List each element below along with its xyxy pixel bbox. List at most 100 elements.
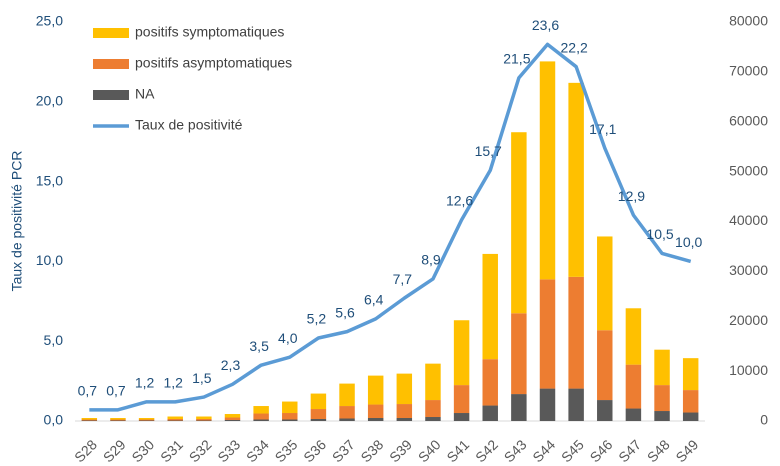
bar bbox=[282, 413, 298, 420]
legend-label: NA bbox=[135, 86, 155, 102]
data-label: 15,7 bbox=[475, 143, 502, 159]
x-tick-label: S45 bbox=[558, 436, 587, 465]
bar bbox=[682, 412, 699, 421]
bar bbox=[568, 388, 584, 421]
bar bbox=[482, 359, 498, 406]
x-tick-label: S44 bbox=[529, 436, 558, 465]
x-tick-label: S36 bbox=[300, 436, 329, 465]
x-tick-label: S30 bbox=[128, 436, 157, 465]
bar bbox=[453, 413, 470, 421]
bar bbox=[81, 418, 98, 420]
bar bbox=[511, 313, 527, 395]
data-label: 3,5 bbox=[249, 338, 269, 354]
bar bbox=[253, 406, 269, 414]
bar bbox=[282, 419, 298, 421]
data-label: 4,0 bbox=[278, 330, 298, 346]
bar bbox=[138, 419, 155, 421]
data-label: 0,7 bbox=[78, 383, 98, 399]
x-tick-label: S33 bbox=[214, 436, 243, 465]
bar bbox=[625, 364, 642, 409]
bar bbox=[367, 375, 384, 405]
data-label: 5,2 bbox=[307, 311, 327, 327]
legend-swatch bbox=[93, 28, 129, 38]
data-label: 5,6 bbox=[335, 304, 355, 320]
x-tick-label: S41 bbox=[443, 436, 472, 465]
x-tick-label: S32 bbox=[186, 436, 215, 465]
data-label: 23,6 bbox=[532, 17, 559, 33]
data-label: 7,7 bbox=[393, 271, 413, 287]
bar bbox=[138, 418, 155, 420]
bar bbox=[196, 419, 212, 421]
bar bbox=[167, 416, 183, 420]
bar bbox=[625, 408, 642, 421]
bar bbox=[110, 419, 126, 421]
y-tick-label: 25,0 bbox=[36, 13, 63, 29]
x-tick-label: S34 bbox=[243, 436, 272, 465]
bar bbox=[253, 413, 269, 420]
data-label: 21,5 bbox=[503, 51, 530, 67]
bar bbox=[453, 320, 470, 386]
x-tick-label: S46 bbox=[587, 436, 616, 465]
bar bbox=[597, 236, 613, 331]
bar bbox=[654, 411, 670, 421]
y-tick-label: 5,0 bbox=[44, 332, 64, 348]
y2-tick-label: 50000 bbox=[729, 162, 768, 178]
bar bbox=[625, 308, 642, 365]
y2-tick-label: 30000 bbox=[729, 262, 768, 278]
y-tick-label: 15,0 bbox=[36, 172, 63, 188]
data-label: 22,2 bbox=[561, 39, 588, 55]
y2-tick-label: 60000 bbox=[729, 112, 768, 128]
y-axis-label: Taux de positivité PCR bbox=[9, 151, 25, 292]
x-tick-label: S28 bbox=[71, 436, 100, 465]
bar bbox=[224, 414, 241, 418]
bar bbox=[425, 417, 441, 421]
legend-label: positifs asymptomatiques bbox=[135, 55, 292, 71]
x-tick-label: S29 bbox=[100, 436, 129, 465]
y2-tick-label: 80000 bbox=[729, 13, 768, 29]
data-label: 1,2 bbox=[163, 375, 183, 391]
data-label: 12,6 bbox=[446, 193, 473, 209]
bar bbox=[482, 253, 498, 360]
data-label: 10,5 bbox=[646, 226, 673, 242]
y2-tick-label: 0 bbox=[760, 412, 768, 428]
x-tick-label: S35 bbox=[272, 436, 301, 465]
data-label: 10,0 bbox=[675, 234, 702, 250]
bar bbox=[310, 419, 327, 421]
legend-label: positifs symptomatiques bbox=[135, 24, 284, 40]
data-label: 1,2 bbox=[135, 375, 155, 391]
bar bbox=[511, 394, 527, 421]
x-tick-label: S42 bbox=[472, 436, 501, 465]
bar bbox=[511, 132, 527, 314]
bar bbox=[597, 330, 613, 401]
bar bbox=[568, 82, 584, 277]
data-label: 8,9 bbox=[421, 252, 441, 268]
x-tick-label: S38 bbox=[357, 436, 386, 465]
legend-swatch bbox=[93, 90, 129, 100]
data-label: 2,3 bbox=[221, 357, 241, 373]
bar bbox=[110, 418, 126, 420]
bar bbox=[539, 61, 556, 280]
y2-tick-label: 20000 bbox=[729, 312, 768, 328]
bar bbox=[396, 373, 413, 405]
data-label: 12,9 bbox=[618, 188, 645, 204]
x-tick-label: S37 bbox=[329, 436, 358, 465]
y-tick-label: 0,0 bbox=[44, 412, 64, 428]
x-tick-label: S49 bbox=[672, 436, 701, 465]
x-tick-label: S48 bbox=[644, 436, 673, 465]
bar bbox=[339, 383, 355, 407]
bar bbox=[310, 409, 327, 420]
x-tick-label: S47 bbox=[615, 436, 644, 465]
x-tick-label: S31 bbox=[157, 436, 186, 465]
bar bbox=[224, 420, 241, 421]
legend-label: Taux de positivité bbox=[135, 117, 243, 133]
bar bbox=[654, 349, 670, 386]
y2-tick-label: 40000 bbox=[729, 212, 768, 228]
legend-swatch bbox=[93, 59, 129, 69]
x-tick-label: S43 bbox=[501, 436, 530, 465]
bar bbox=[224, 417, 241, 421]
y2-tick-label: 70000 bbox=[729, 63, 768, 79]
bar bbox=[253, 419, 269, 421]
bar bbox=[339, 418, 355, 421]
data-label: 17,1 bbox=[589, 121, 616, 137]
